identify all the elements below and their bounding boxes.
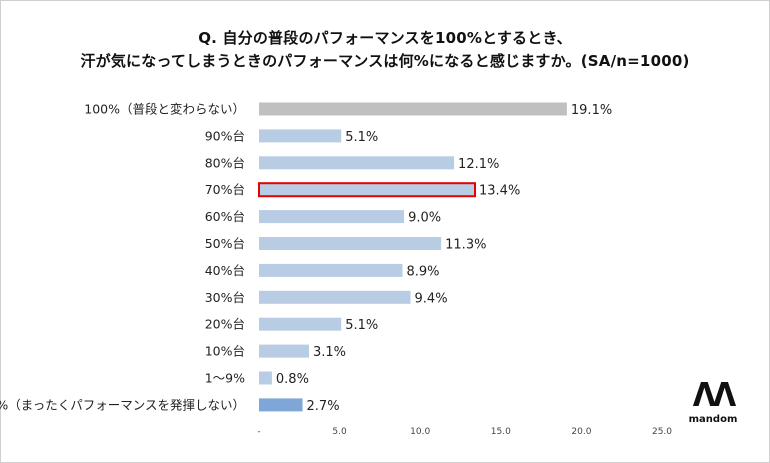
category-label-3: 70%台 (205, 182, 245, 197)
bar-9 (259, 344, 309, 358)
value-label-1: 5.1% (345, 130, 378, 145)
value-label-10: 0.8% (276, 372, 309, 387)
category-label-7: 30%台 (205, 290, 245, 305)
value-label-5: 11.3% (445, 238, 486, 253)
x-tick-label-1: 5.0 (332, 427, 347, 437)
bar-6 (259, 263, 403, 277)
category-label-10: 1～9% (205, 371, 245, 386)
bar-11 (259, 398, 303, 412)
category-label-9: 10%台 (205, 344, 245, 359)
value-label-7: 9.4% (415, 291, 448, 306)
category-label-1: 90%台 (205, 128, 245, 143)
x-tick-label-5: 25.0 (652, 427, 672, 437)
bar-0 (259, 102, 567, 116)
value-label-2: 12.1% (458, 157, 499, 172)
value-label-6: 8.9% (406, 264, 439, 279)
category-label-11: 0%（まったくパフォーマンスを発揮しない） (0, 397, 245, 412)
x-tick-label-2: 10.0 (410, 427, 430, 437)
chart-title-line-2: 汗が気になってしまうときのパフォーマンスは何%になると感じますか。(SA/n=1… (80, 52, 690, 70)
category-label-2: 80%台 (205, 155, 245, 170)
bar-10 (259, 371, 272, 385)
value-label-3: 13.4% (479, 184, 520, 199)
value-label-0: 19.1% (571, 103, 612, 118)
value-label-4: 9.0% (408, 211, 441, 226)
category-label-4: 60%台 (205, 209, 245, 224)
logo-mark: ΛΛ (692, 376, 736, 415)
bar-4 (259, 210, 405, 224)
category-label-0: 100%（普段と変わらない） (84, 102, 245, 117)
x-tick-label-0: - (257, 427, 260, 437)
bar-2 (259, 156, 455, 170)
bar-3 (259, 183, 476, 197)
bar-5 (259, 237, 442, 250)
x-tick-label-4: 20.0 (571, 427, 591, 437)
mandom-logo: ΛΛ mandom (683, 376, 743, 425)
bar-7 (259, 290, 411, 304)
category-label-5: 50%台 (205, 236, 245, 251)
chart-title-line-1: Q. 自分の普段のパフォーマンスを100%とするとき、 (198, 29, 572, 47)
value-label-8: 5.1% (345, 318, 378, 333)
value-label-9: 3.1% (313, 345, 346, 360)
bar-1 (259, 129, 342, 143)
logo-text: mandom (688, 414, 738, 425)
bar-8 (259, 317, 342, 331)
x-tick-label-3: 15.0 (491, 427, 511, 437)
category-label-8: 20%台 (205, 317, 245, 332)
value-label-11: 2.7% (307, 399, 340, 414)
category-label-6: 40%台 (205, 263, 245, 278)
bar-highlight-outline (258, 182, 477, 198)
